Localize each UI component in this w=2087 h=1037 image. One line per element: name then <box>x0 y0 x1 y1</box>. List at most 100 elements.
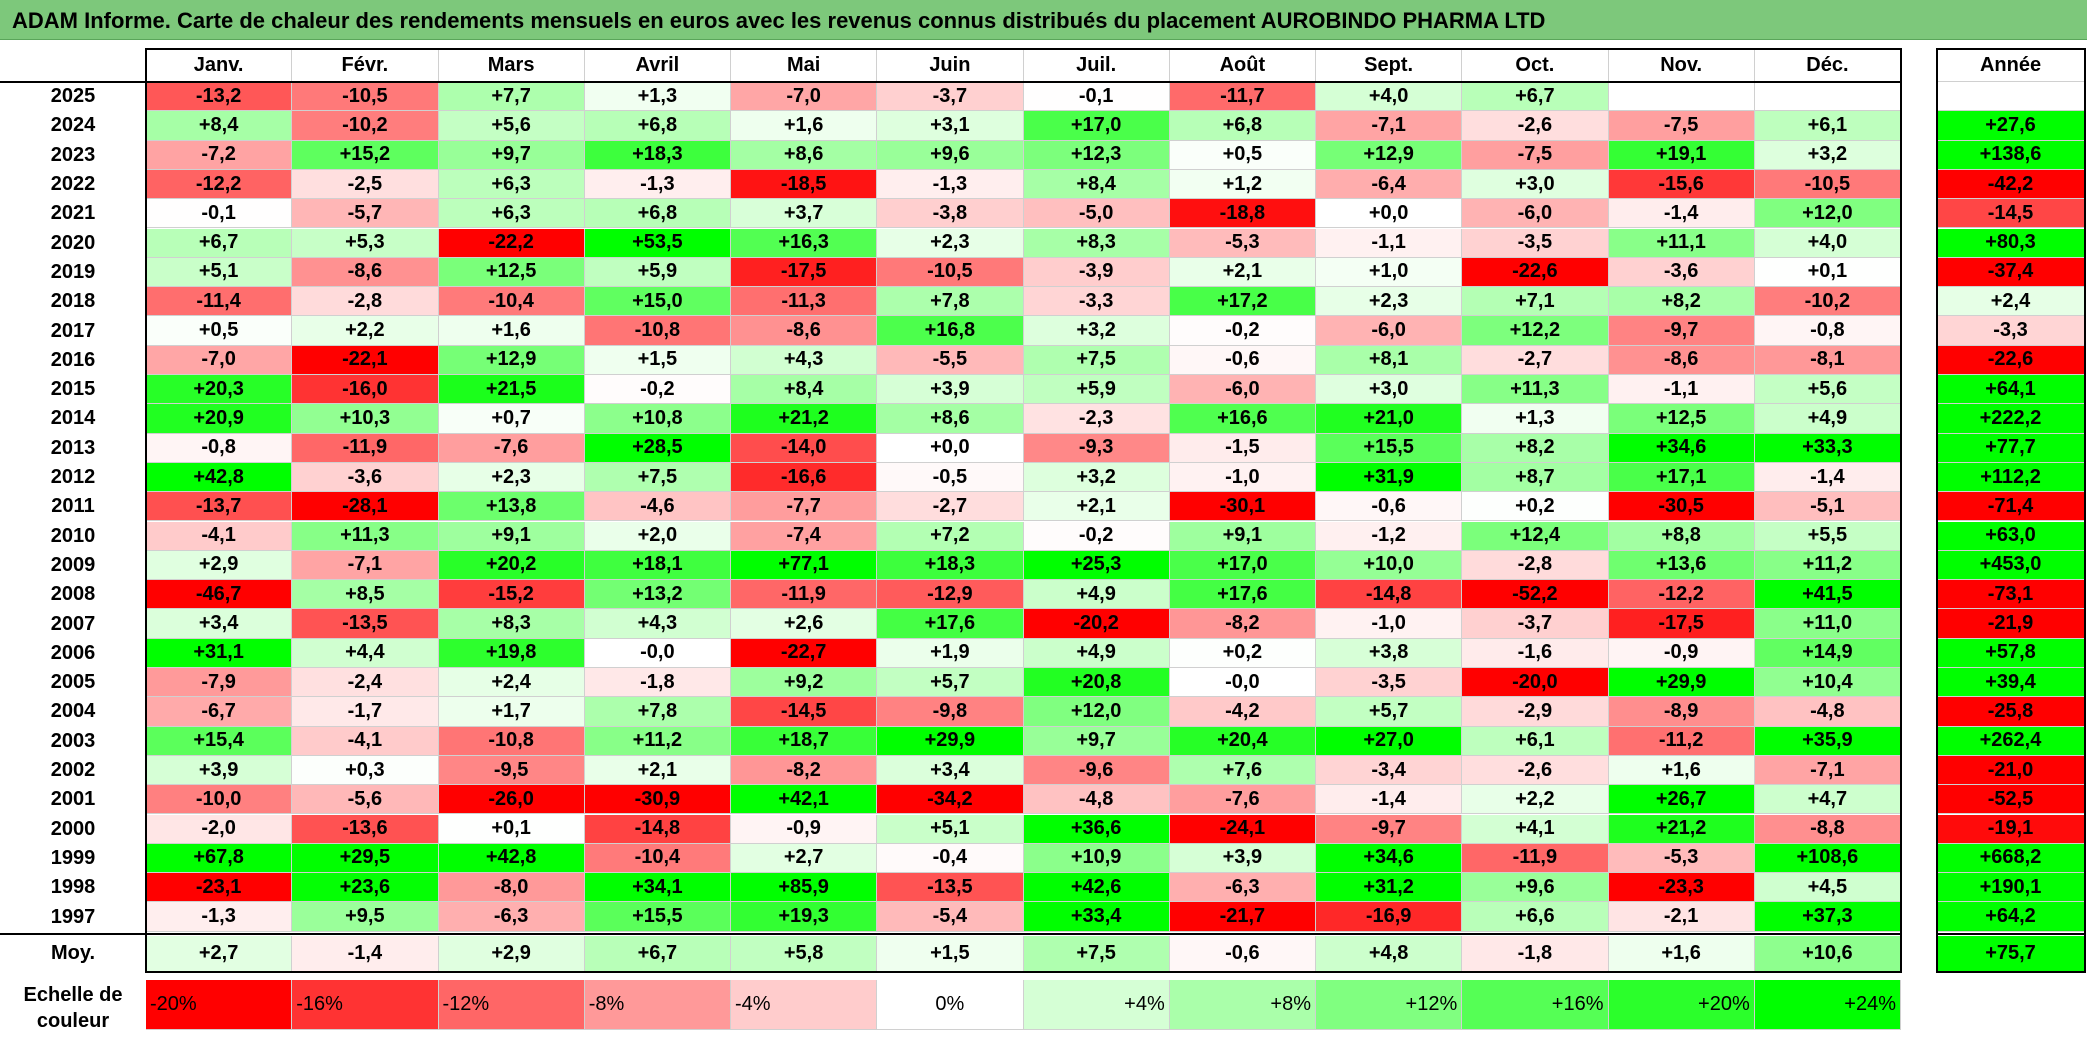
heatmap-cell: -8,0 <box>438 873 585 903</box>
year-total-header: Année <box>1937 49 2085 82</box>
heatmap-cell: +19,3 <box>731 902 878 932</box>
heatmap-cell: +67,8 <box>146 843 293 874</box>
heatmap-cell: -3,7 <box>1462 609 1609 639</box>
year-label: 2007 <box>0 609 146 639</box>
heatmap-cell: +8,3 <box>438 609 585 639</box>
year-total-cell: +77,7 <box>1937 433 2085 463</box>
heatmap-cell: -7,4 <box>731 521 878 551</box>
heatmap-cell: +13,2 <box>584 580 731 610</box>
heatmap-cell: -2,6 <box>1462 755 1609 786</box>
heatmap-cell: +9,2 <box>731 668 878 698</box>
year-label: 2025 <box>0 82 146 112</box>
color-scale-value: -8% <box>588 993 625 1015</box>
heatmap-cell: -23,3 <box>1608 873 1755 903</box>
heatmap-cell: -9,3 <box>1023 433 1170 463</box>
heatmap-cell: -8,6 <box>731 316 878 346</box>
heatmap-cell: +5,5 <box>1754 521 1901 551</box>
average-cell: +5,8 <box>731 935 878 972</box>
heatmap-cell: -5,0 <box>1023 199 1170 229</box>
heatmap-cell: -7,6 <box>438 433 585 463</box>
color-scale-swatch: -20% <box>146 980 293 1030</box>
year-label: 2017 <box>0 316 146 346</box>
heatmap-cell: +0,5 <box>1169 140 1316 170</box>
year-total-cell: -14,5 <box>1937 199 2085 229</box>
heatmap-cell: -10,5 <box>1754 169 1901 200</box>
heatmap-cell: +19,8 <box>438 638 585 668</box>
heatmap-cell: +15,5 <box>584 902 731 932</box>
heatmap-cell: +4,9 <box>1023 638 1170 668</box>
heatmap-cell: -1,3 <box>877 169 1024 200</box>
average-cell: +6,7 <box>584 935 731 972</box>
heatmap-cell: +11,3 <box>292 521 439 551</box>
heatmap-cell: -23,1 <box>146 873 293 903</box>
heatmap-cell: -10,5 <box>292 82 439 112</box>
month-header: Mai <box>731 49 878 82</box>
heatmap-cell: +2,3 <box>438 462 585 493</box>
heatmap-cell: +9,7 <box>438 140 585 170</box>
color-scale-swatch: 0% <box>877 980 1024 1030</box>
heatmap-cell: +42,1 <box>731 785 878 815</box>
color-scale-label: Echelle de couleur <box>23 984 123 1032</box>
heatmap-cell: +0,0 <box>877 433 1024 463</box>
heatmap-cell: +16,3 <box>731 228 878 258</box>
year-label: 2012 <box>0 462 146 493</box>
heatmap-cell: +3,7 <box>731 199 878 229</box>
heatmap-cell: -16,0 <box>292 375 439 405</box>
heatmap-cell: -0,0 <box>584 638 731 668</box>
heatmap-cell: +4,9 <box>1023 580 1170 610</box>
heatmap-cell: +21,5 <box>438 375 585 405</box>
heatmap-cell: +6,7 <box>1462 82 1609 112</box>
year-total-cell: +80,3 <box>1937 228 2085 258</box>
heatmap-cell: -12,9 <box>877 580 1024 610</box>
heatmap-cell: +21,2 <box>1608 814 1755 844</box>
heatmap-cell: -1,1 <box>1316 228 1463 258</box>
month-header: Janv. <box>146 49 293 82</box>
heatmap-cell: -1,6 <box>1462 638 1609 668</box>
heatmap-cell: +3,0 <box>1316 375 1463 405</box>
heatmap-cell: -3,6 <box>292 462 439 493</box>
heatmap-cell: -17,5 <box>731 257 878 288</box>
heatmap-cell: -1,5 <box>1169 433 1316 463</box>
heatmap-cell: -13,5 <box>877 873 1024 903</box>
heatmap-cell: +42,6 <box>1023 873 1170 903</box>
heatmap-cell: +5,6 <box>1754 375 1901 405</box>
heatmap-cell: -15,2 <box>438 580 585 610</box>
heatmap-cell: +2,2 <box>1462 785 1609 815</box>
heatmap-cell: +4,1 <box>1462 814 1609 844</box>
heatmap-cell: +7,5 <box>1023 345 1170 375</box>
heatmap-cell: -4,6 <box>584 492 731 522</box>
heatmap-cell: -20,0 <box>1462 668 1609 698</box>
heatmap-cell: +3,9 <box>146 755 293 786</box>
year-total-cell: -21,0 <box>1937 755 2085 786</box>
heatmap-cell: -7,1 <box>1316 111 1463 141</box>
year-label: 2001 <box>0 785 146 815</box>
heatmap-cell: -1,0 <box>1316 609 1463 639</box>
year-total-cell: -25,8 <box>1937 697 2085 727</box>
year-label: 2006 <box>0 638 146 668</box>
heatmap-cell: +2,0 <box>584 521 731 551</box>
year-label: 1997 <box>0 902 146 932</box>
year-total-cell: +2,4 <box>1937 287 2085 317</box>
heatmap-cell: +33,3 <box>1754 433 1901 463</box>
heatmap-cell: +25,3 <box>1023 550 1170 581</box>
heatmap-cell: +9,5 <box>292 902 439 932</box>
heatmap-cell: +34,1 <box>584 873 731 903</box>
heatmap-cell: +53,5 <box>584 228 731 258</box>
heatmap-cell: +2,6 <box>731 609 878 639</box>
heatmap-cell: -13,6 <box>292 814 439 844</box>
heatmap-cell: -2,5 <box>292 169 439 200</box>
heatmap-cell: +23,6 <box>292 873 439 903</box>
heatmap-cell: -1,3 <box>146 902 293 932</box>
chart-title: ADAM Informe. Carte de chaleur des rende… <box>12 8 1546 33</box>
heatmap-cell: +8,1 <box>1316 345 1463 375</box>
year-label: 2014 <box>0 404 146 434</box>
heatmap-cell: +37,3 <box>1754 902 1901 932</box>
heatmap-cell: -1,8 <box>584 668 731 698</box>
heatmap-cell: +6,8 <box>584 111 731 141</box>
year-label: 2009 <box>0 550 146 581</box>
heatmap-cell: -16,6 <box>731 462 878 493</box>
heatmap-cell: -6,7 <box>146 697 293 727</box>
heatmap-cell: +7,2 <box>877 521 1024 551</box>
color-scale-value: -20% <box>150 993 197 1015</box>
heatmap-cell: +11,1 <box>1608 228 1755 258</box>
